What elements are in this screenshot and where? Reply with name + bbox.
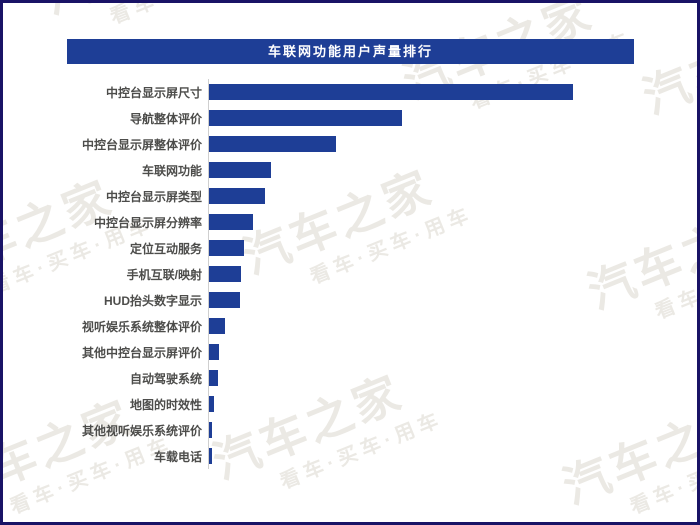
category-label: 其他视听娱乐系统评价 (81, 423, 202, 438)
watermark-brand-text: 汽车之家 (36, 3, 265, 24)
bar-track (208, 157, 697, 183)
bar-row: 中控台显示屏类型 (3, 183, 697, 209)
bar (209, 214, 253, 230)
category-label: 中控台显示屏尺寸 (105, 85, 202, 100)
bar (209, 110, 402, 126)
bar (209, 422, 212, 438)
bar (209, 162, 271, 178)
bar-row: 车联网功能 (3, 157, 697, 183)
bar (209, 448, 212, 464)
bar-row: 中控台显示屏分辨率 (3, 209, 697, 235)
bar (209, 292, 240, 308)
bar-row: 中控台显示屏整体评价 (3, 131, 697, 157)
bar-row: 自动驾驶系统 (3, 365, 697, 391)
bar-row: 定位互动服务 (3, 235, 697, 261)
category-label: 车载电话 (153, 449, 202, 464)
bar-track (208, 105, 697, 131)
bar-track (208, 131, 697, 157)
bar-track (208, 235, 697, 261)
bar (209, 396, 214, 412)
category-label: 手机互联/映射 (126, 267, 202, 282)
category-label: 中控台显示屏整体评价 (81, 137, 202, 152)
bar (209, 240, 244, 256)
bar-track (208, 391, 697, 417)
bar-row: 视听娱乐系统整体评价 (3, 313, 697, 339)
bar-row: 车载电话 (3, 443, 697, 469)
bar-track (208, 261, 697, 287)
bar (209, 136, 336, 152)
bar-track (208, 287, 697, 313)
category-label: 自动驾驶系统 (129, 371, 202, 386)
bar-row: 地图的时效性 (3, 391, 697, 417)
bar (209, 188, 265, 204)
category-label: 中控台显示屏分辨率 (93, 215, 202, 230)
bar (209, 344, 219, 360)
category-label: 中控台显示屏类型 (105, 189, 202, 204)
bar-track (208, 443, 697, 469)
bar (209, 266, 241, 282)
category-label: 其他中控台显示屏评价 (81, 345, 202, 360)
category-label: 车联网功能 (141, 163, 202, 178)
bar-row: 导航整体评价 (3, 105, 697, 131)
bar-track (208, 339, 697, 365)
bar-track (208, 365, 697, 391)
bar-track (208, 209, 697, 235)
category-label: 视听娱乐系统整体评价 (81, 319, 202, 334)
bar (209, 318, 225, 334)
category-label: 地图的时效性 (129, 397, 202, 412)
watermark-tagline-text: 看车·买车·用车 (105, 3, 277, 30)
bar-row: 其他中控台显示屏评价 (3, 339, 697, 365)
bar (209, 84, 573, 100)
chart-title-banner: 车联网功能用户声量排行 (67, 39, 634, 64)
bar (209, 370, 218, 386)
category-label: 定位互动服务 (129, 241, 202, 256)
bar-row: 中控台显示屏尺寸 (3, 79, 697, 105)
bar-row: 手机互联/映射 (3, 261, 697, 287)
bar-track (208, 417, 697, 443)
category-label: HUD抬头数字显示 (104, 293, 202, 308)
bar-track (208, 79, 697, 105)
bar-row: HUD抬头数字显示 (3, 287, 697, 313)
category-label: 导航整体评价 (129, 111, 202, 126)
bar-row: 其他视听娱乐系统评价 (3, 417, 697, 443)
bar-rows: 中控台显示屏尺寸导航整体评价中控台显示屏整体评价车联网功能中控台显示屏类型中控台… (3, 79, 697, 469)
bar-track (208, 313, 697, 339)
bar-track (208, 183, 697, 209)
